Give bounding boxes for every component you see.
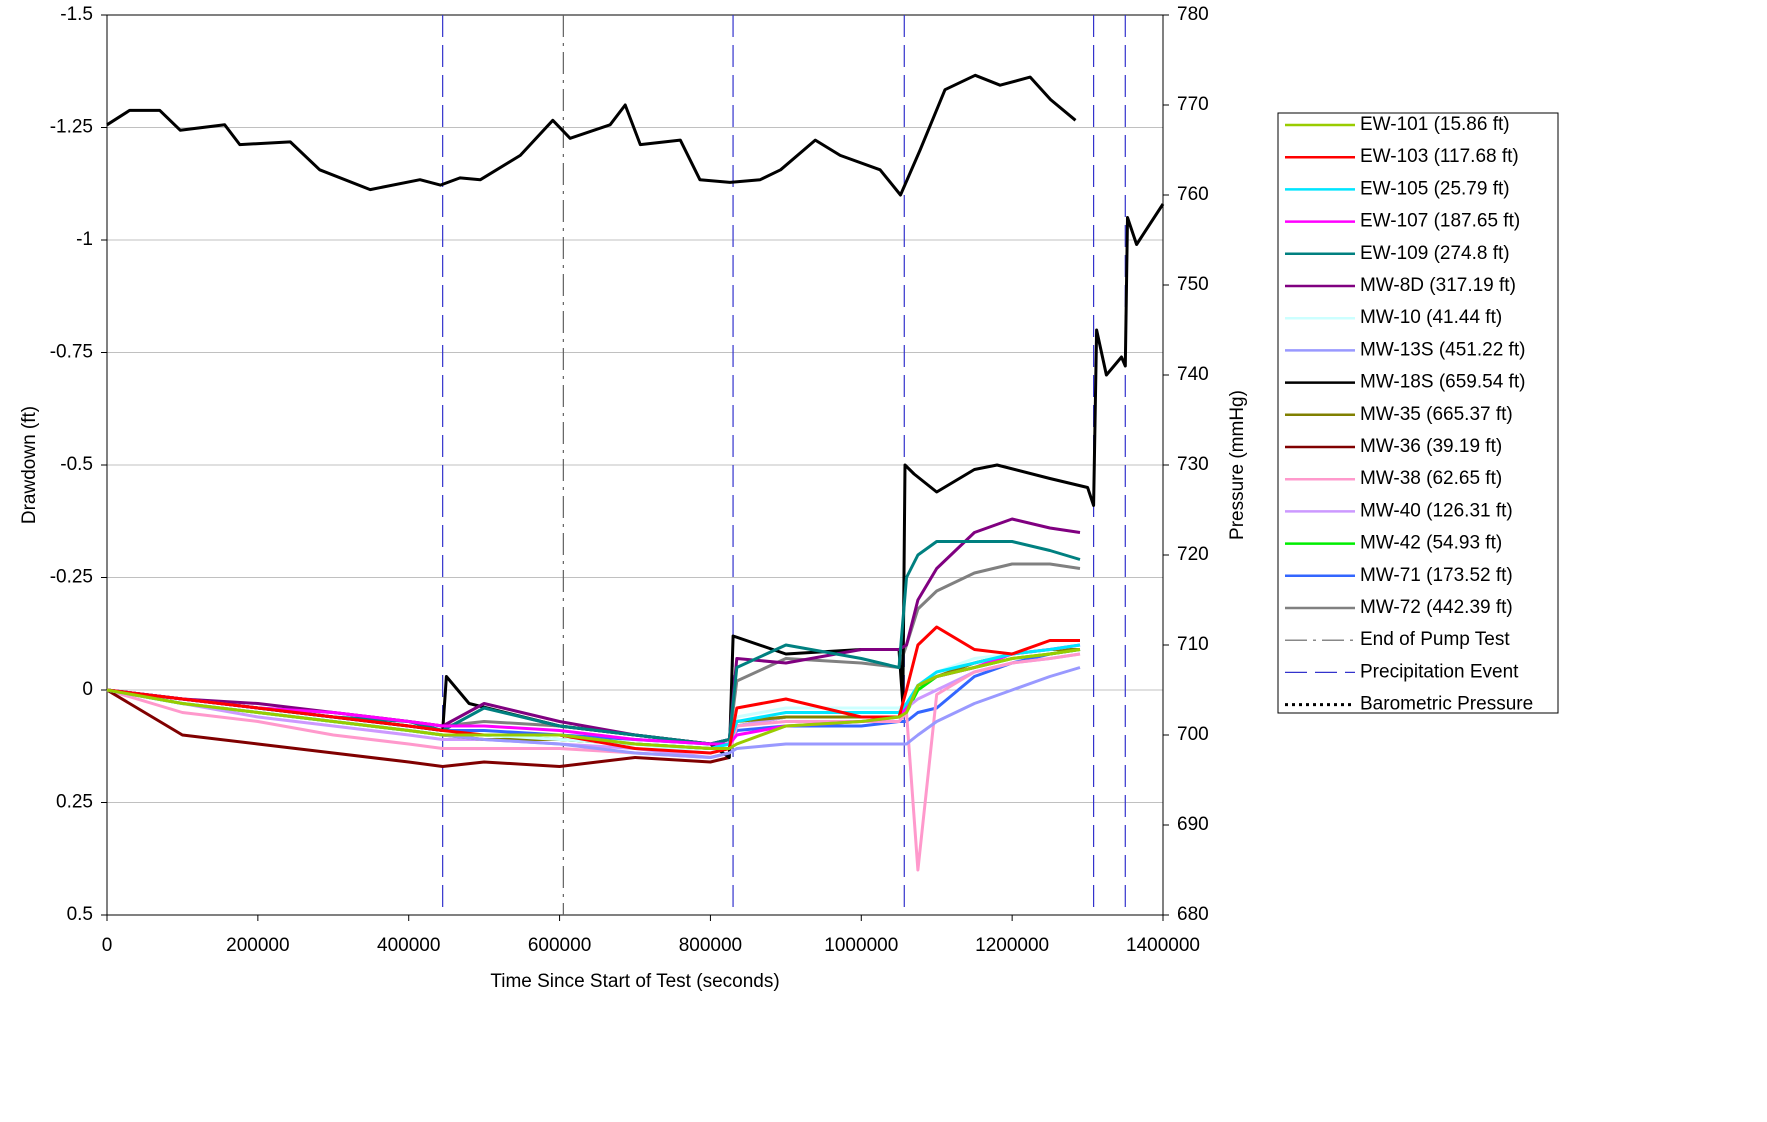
legend-label: Precipitation Event	[1360, 661, 1519, 682]
legend-label: MW-38 (62.65 ft)	[1360, 468, 1502, 489]
legend-label: MW-72 (442.39 ft)	[1360, 597, 1513, 618]
x-tick-label: 600000	[528, 935, 591, 956]
legend-label: MW-36 (39.19 ft)	[1360, 436, 1502, 457]
y2-tick-label: 710	[1177, 634, 1209, 655]
x-tick-label: 800000	[679, 935, 742, 956]
series-line	[106, 625, 1080, 755]
legend-label: MW-18S (659.54 ft)	[1360, 372, 1525, 393]
legend-label: End of Pump Test	[1360, 629, 1510, 650]
x-tick-label: 1200000	[975, 935, 1049, 956]
y2-tick-label: 700	[1177, 724, 1209, 745]
y-tick-label: -0.75	[50, 342, 93, 363]
legend-label: EW-101 (15.86 ft)	[1360, 114, 1510, 135]
series-line	[106, 688, 730, 768]
y-tick-label: 0.5	[67, 904, 93, 925]
y2-tick-label: 690	[1177, 814, 1209, 835]
legend-label: MW-71 (173.52 ft)	[1360, 565, 1513, 586]
legend-label: EW-107 (187.65 ft)	[1360, 211, 1520, 232]
legend-label: MW-35 (665.37 ft)	[1360, 404, 1513, 425]
series-line	[106, 648, 1081, 750]
y2-axis-title: Pressure (mmHg)	[1227, 390, 1248, 540]
y2-tick-label: 730	[1177, 454, 1209, 475]
x-tick-label: 400000	[377, 935, 440, 956]
x-axis-title: Time Since Start of Test (seconds)	[490, 971, 779, 992]
y-tick-label: -0.5	[60, 454, 93, 475]
series-line	[106, 203, 1165, 759]
legend-label: EW-105 (25.79 ft)	[1360, 178, 1510, 199]
y2-tick-label: 720	[1177, 544, 1209, 565]
x-tick-label: 0	[102, 935, 113, 956]
legend-box	[1277, 112, 1559, 714]
y-tick-label: -1.5	[60, 4, 93, 25]
plot-frame	[106, 14, 1164, 916]
series-line	[106, 73, 1077, 197]
x-tick-label: 200000	[226, 935, 289, 956]
legend-label: MW-13S (451.22 ft)	[1360, 339, 1525, 360]
legend-label: MW-8D (317.19 ft)	[1360, 275, 1516, 296]
legend-label: MW-10 (41.44 ft)	[1360, 307, 1502, 328]
y2-tick-label: 680	[1177, 904, 1209, 925]
y-tick-label: 0.25	[56, 792, 93, 813]
x-tick-label: 1000000	[824, 935, 898, 956]
legend-label: MW-42 (54.93 ft)	[1360, 533, 1502, 554]
legend-label: Barometric Pressure	[1360, 694, 1533, 715]
y2-tick-label: 750	[1177, 274, 1209, 295]
y-tick-label: 0	[82, 679, 93, 700]
y-tick-label: -1.25	[50, 117, 93, 138]
y2-tick-label: 780	[1177, 4, 1209, 25]
y-tick-label: -0.25	[50, 567, 93, 588]
y-tick-label: -1	[76, 229, 93, 250]
x-tick-label: 1400000	[1126, 935, 1200, 956]
legend-label: EW-109 (274.8 ft)	[1360, 243, 1510, 264]
legend-label: EW-103 (117.68 ft)	[1360, 146, 1519, 167]
y2-tick-label: 770	[1177, 94, 1209, 115]
y2-tick-label: 760	[1177, 184, 1209, 205]
legend-label: MW-40 (126.31 ft)	[1360, 500, 1513, 521]
y-axis-title: Drawdown (ft)	[19, 406, 40, 524]
y2-tick-label: 740	[1177, 364, 1209, 385]
series-line	[106, 540, 1081, 746]
